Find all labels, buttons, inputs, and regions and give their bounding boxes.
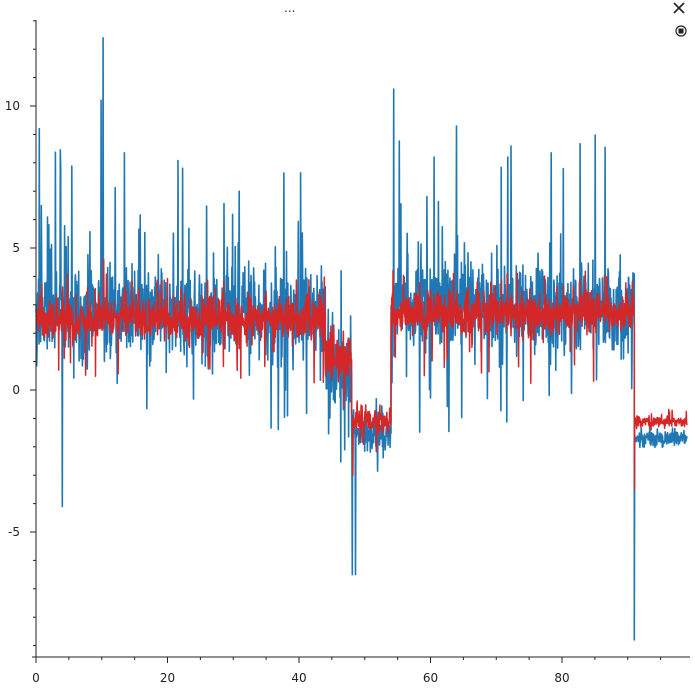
- x-tick-label: 0: [32, 671, 40, 685]
- series-line-1: [35, 37, 688, 641]
- axis-layer: -5 0 5 10 0 20 40 60 80: [5, 20, 690, 685]
- menu-button[interactable]: ...: [284, 1, 296, 15]
- x-tick-label: 20: [160, 671, 175, 685]
- x-tick-label: 40: [291, 671, 306, 685]
- series-line-2: [35, 258, 688, 491]
- close-icon[interactable]: [669, 0, 689, 18]
- y-tick-label: 10: [5, 99, 20, 113]
- series-layer: [35, 37, 688, 641]
- y-tick-label: -5: [8, 525, 20, 539]
- pin-icon[interactable]: [674, 24, 688, 38]
- x-tick-label: 60: [423, 671, 438, 685]
- y-tick-label: 0: [12, 383, 20, 397]
- y-tick-label: 5: [12, 241, 20, 255]
- x-tick-label: 80: [554, 671, 569, 685]
